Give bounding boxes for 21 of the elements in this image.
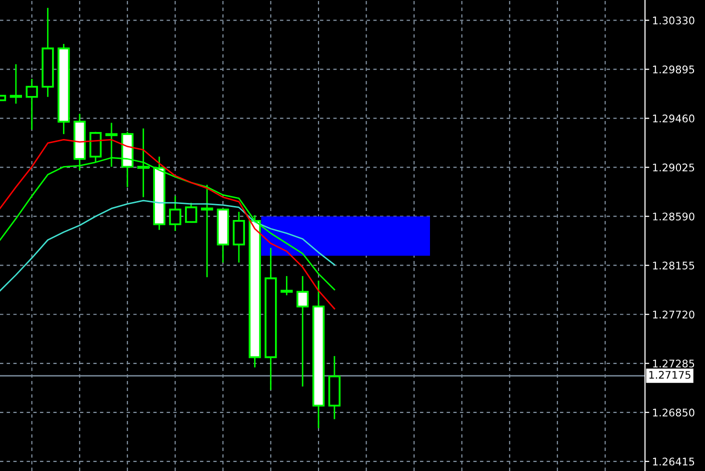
- line-series: [0, 139, 336, 310]
- y-tick-label: 1.27720: [653, 310, 694, 318]
- candlestick: [280, 275, 293, 296]
- y-tick-label: 1.28155: [653, 262, 694, 270]
- y-tick-label: 1.29895: [653, 66, 694, 74]
- candlestick: [10, 64, 22, 104]
- y-tick-label: 1.29025: [653, 164, 694, 172]
- y-tick-label: 1.26850: [653, 408, 694, 417]
- candlestick: [232, 211, 245, 264]
- candlestick: [296, 275, 309, 388]
- y-tick-label: 1.28590: [653, 212, 694, 220]
- candlestick: [185, 202, 198, 223]
- candlestick: [200, 184, 214, 278]
- y-tick-label: 1.26415: [653, 458, 694, 466]
- y-tick-label: 1.29460: [653, 114, 694, 122]
- y-tick-label: 1.27285: [653, 360, 694, 368]
- candlestick: [169, 195, 182, 232]
- candlestick: [26, 78, 38, 130]
- y-tick-label: 1.30330: [653, 16, 694, 24]
- line-series: [0, 200, 336, 292]
- ref-line-label: 1.27175: [649, 370, 690, 379]
